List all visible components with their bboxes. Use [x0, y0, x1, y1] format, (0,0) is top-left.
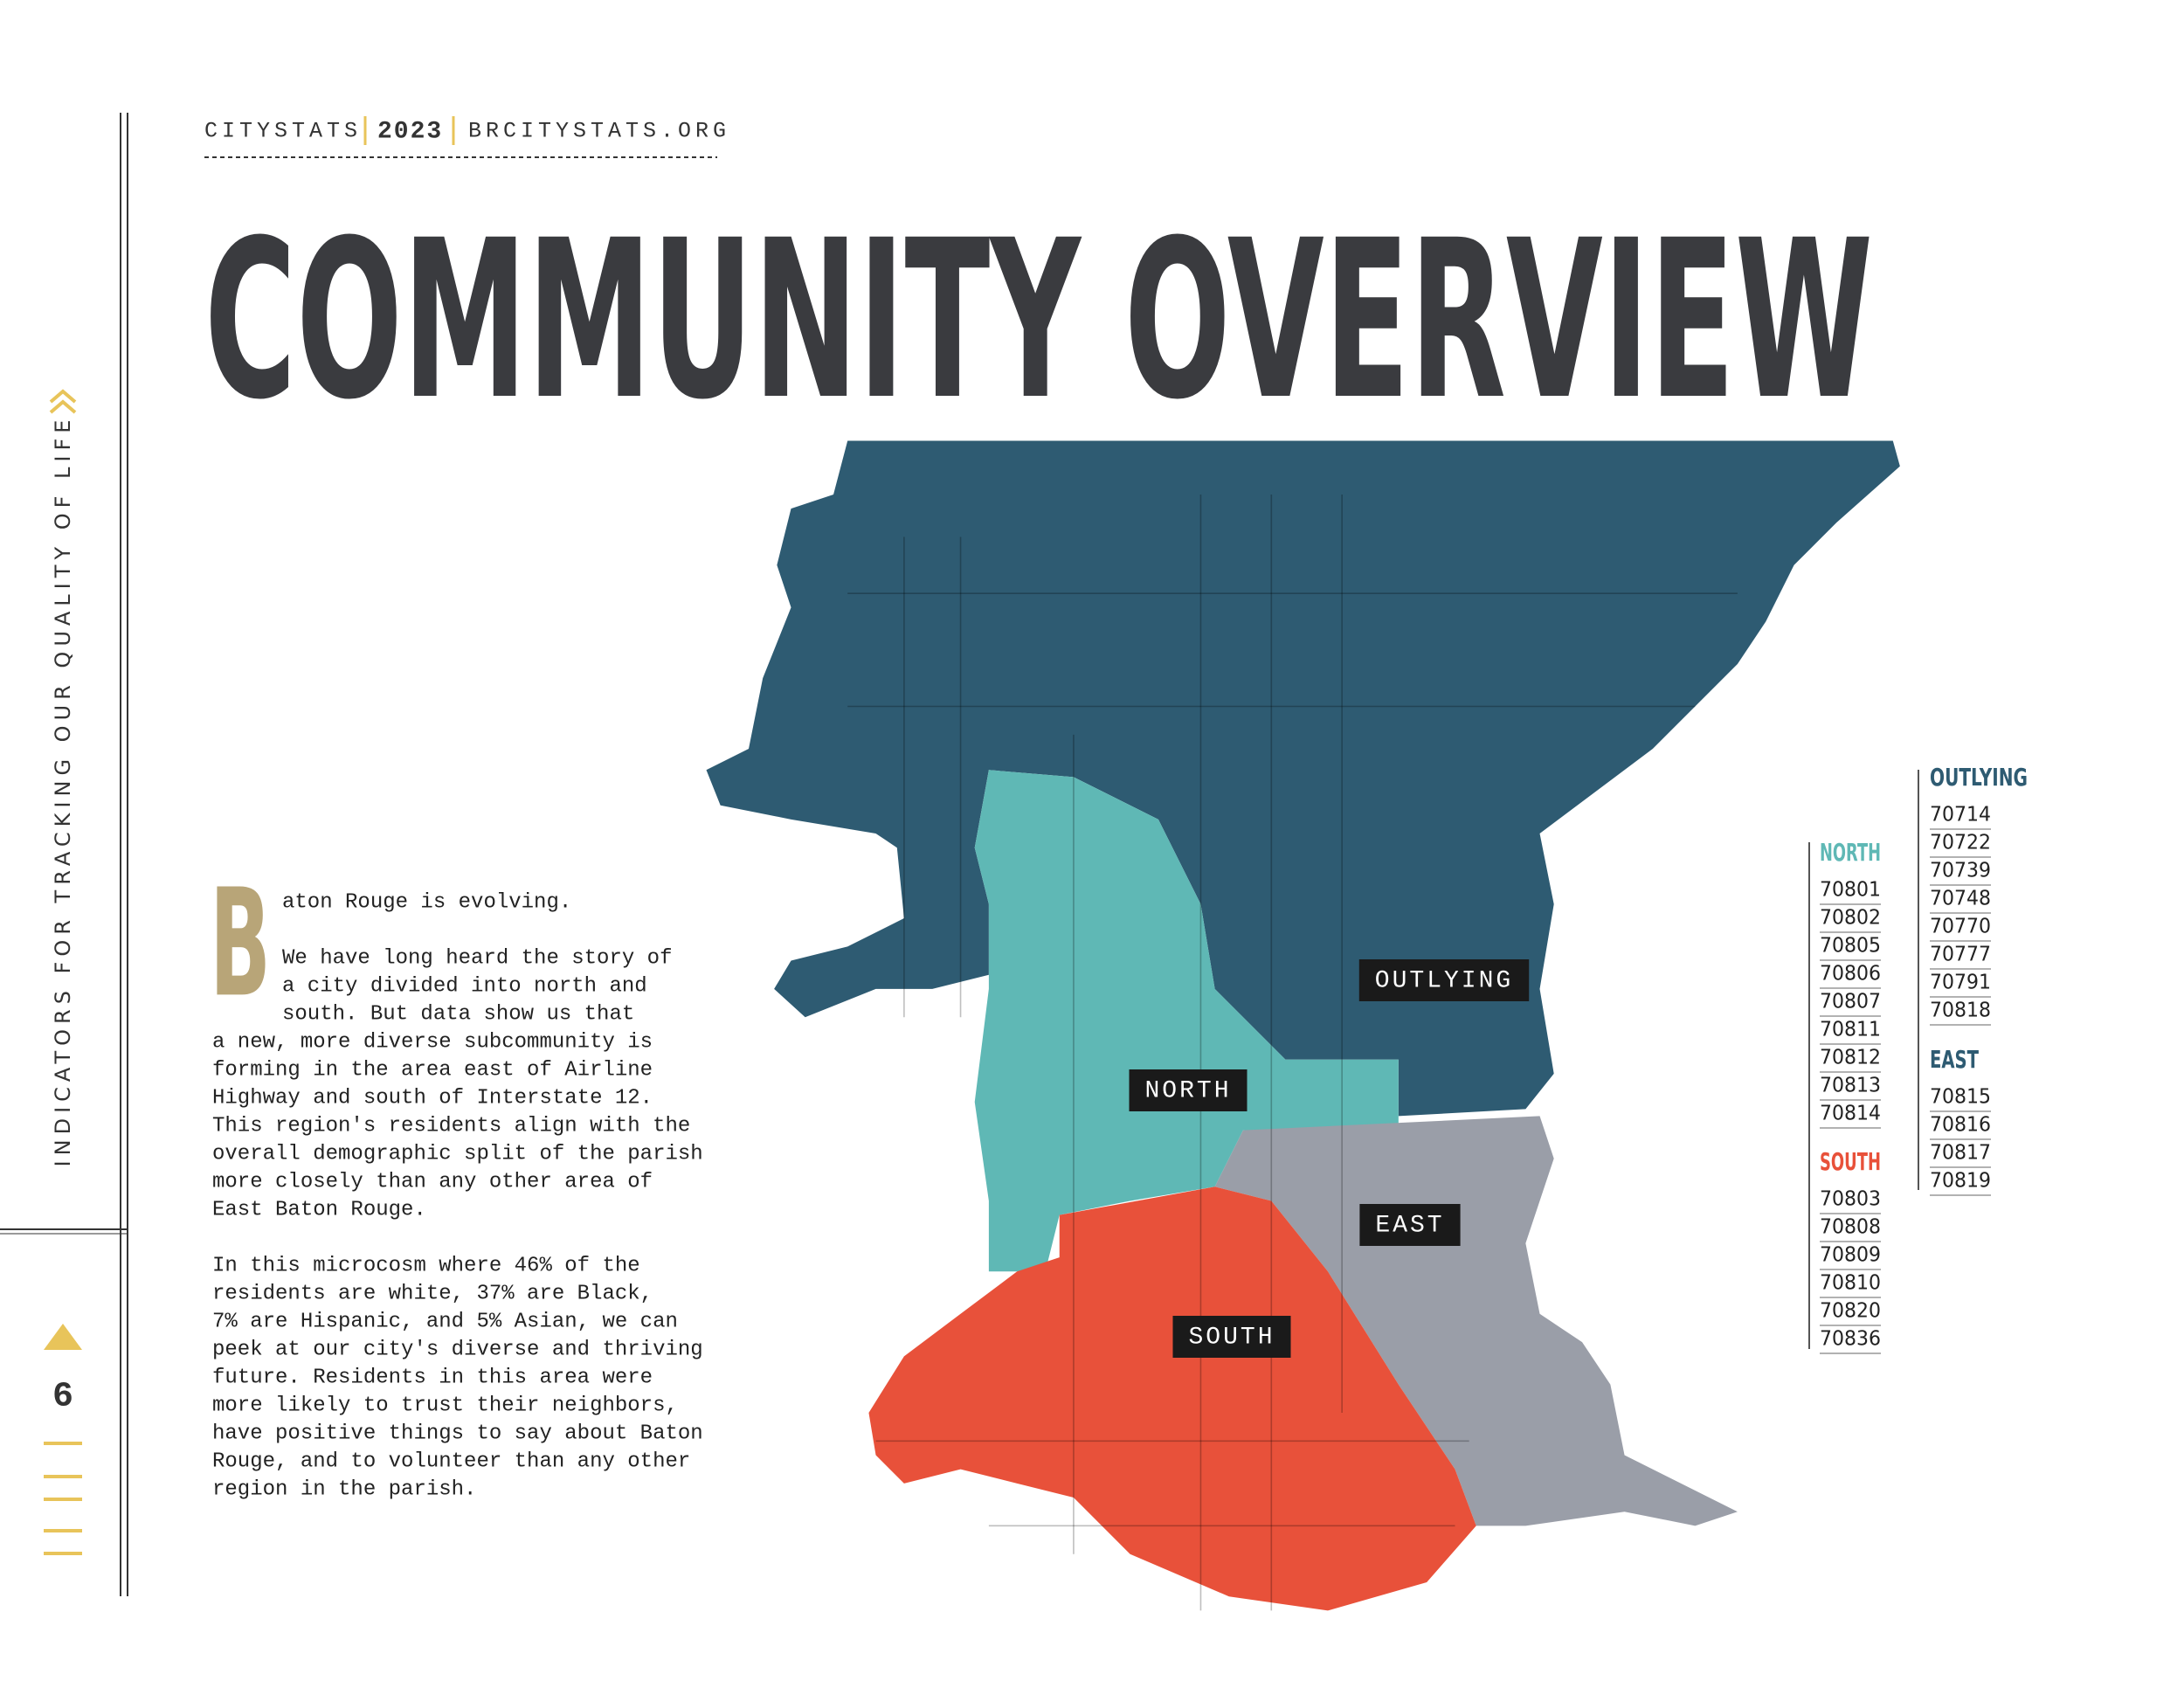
site-name: CITYSTATS — [204, 119, 362, 144]
chevron-icon — [49, 389, 77, 414]
body-line: future. Residents in this area were — [212, 1366, 653, 1389]
zip-code: 70813 — [1820, 1075, 1881, 1097]
zip-code: 70809 — [1820, 1244, 1881, 1267]
map-label: SOUTH — [1188, 1324, 1275, 1351]
zip-code: 70814 — [1820, 1103, 1881, 1125]
zip-code: 70818 — [1930, 1000, 1991, 1022]
zip-code: 70810 — [1820, 1272, 1881, 1295]
map-label-box — [1358, 959, 1530, 1001]
map-texture — [847, 494, 1738, 1611]
region-north — [974, 770, 1399, 1272]
body-line: East Baton Rouge. — [212, 1198, 426, 1221]
dash-marks — [44, 1442, 82, 1555]
zip-code: 70802 — [1820, 907, 1881, 930]
zip-code: 70777 — [1930, 944, 1991, 966]
zip-code: 70811 — [1820, 1019, 1881, 1041]
drop-cap: B — [210, 857, 271, 1030]
body-line: This region's residents align with the — [212, 1114, 690, 1138]
page-title: COMMUNITY OVERVIEW — [204, 193, 1873, 447]
zip-code: 70791 — [1930, 972, 1991, 994]
site-url: BRCITYSTATS.ORG — [468, 119, 730, 144]
zip-code: 70803 — [1820, 1188, 1881, 1211]
zip-code: 70812 — [1820, 1047, 1881, 1069]
body-line: overall demographic split of the parish — [212, 1142, 703, 1166]
region-outlying — [706, 440, 1900, 1117]
zip-code: 70801 — [1820, 879, 1881, 902]
body-line: more likely to trust their neighbors, — [212, 1394, 678, 1417]
triangle-icon — [44, 1324, 82, 1350]
zip-code: 70714 — [1930, 804, 1991, 827]
body-line: aton Rouge is evolving. — [282, 890, 571, 914]
zip-code: 70816 — [1930, 1114, 1991, 1137]
body-line: 7% are Hispanic, and 5% Asian, we can — [212, 1310, 678, 1333]
body-line: more closely than any other area of — [212, 1170, 653, 1193]
map-label: OUTLYING — [1375, 967, 1513, 994]
zip-code: 70820 — [1820, 1300, 1881, 1323]
zip-code: 70808 — [1820, 1216, 1881, 1239]
zip-region: SOUTH — [1820, 1147, 1881, 1176]
body-line: In this microcosm where 46% of the — [212, 1254, 640, 1277]
body-line: have positive things to say about Baton — [212, 1422, 703, 1445]
body-line: peek at our city's diverse and thriving — [212, 1338, 703, 1361]
body-line: residents are white, 37% are Black, — [212, 1282, 653, 1305]
zip-region: EAST — [1930, 1045, 1979, 1074]
body-line: Highway and south of Interstate 12. — [212, 1086, 653, 1110]
map — [706, 440, 1900, 1611]
body-line: south. But data show us that — [282, 1002, 634, 1026]
zip-code: 70836 — [1820, 1328, 1881, 1351]
body-line: Rouge, and to volunteer than any other — [212, 1449, 690, 1473]
body-line: forming in the area east of Airline — [212, 1058, 653, 1082]
zip-code: 70739 — [1930, 860, 1991, 882]
zip-code: 70819 — [1930, 1170, 1991, 1193]
region-east — [1214, 1116, 1738, 1526]
year: 2023 — [377, 118, 443, 145]
zip-code: 70805 — [1820, 935, 1881, 958]
zip-code: 70748 — [1930, 888, 1991, 910]
body-line: region in the parish. — [212, 1477, 476, 1501]
body-line: We have long heard the story of — [282, 946, 672, 970]
zip-region: OUTLYING — [1930, 763, 2028, 792]
zip-code: 70722 — [1930, 832, 1991, 854]
region-south — [868, 1186, 1476, 1611]
page-number: 6 — [52, 1378, 73, 1417]
zip-code: 70806 — [1820, 963, 1881, 986]
zip-code: 70815 — [1930, 1086, 1991, 1109]
zip-code: 70807 — [1820, 991, 1881, 1013]
body-line: a new, more diverse subcommunity is — [212, 1030, 653, 1054]
zip-region: NORTH — [1820, 838, 1881, 867]
map-label-box — [1172, 1316, 1291, 1358]
body-line: a city divided into north and — [282, 974, 647, 998]
tagline: INDICATORS FOR TRACKING OUR QUALITY OF L… — [51, 415, 75, 1167]
map-label-box — [1359, 1204, 1461, 1246]
map-label-box — [1129, 1069, 1248, 1111]
map-label: EAST — [1375, 1212, 1444, 1239]
zip-code: 70817 — [1930, 1142, 1991, 1165]
map-label: NORTH — [1144, 1077, 1231, 1104]
zip-code: 70770 — [1930, 916, 1991, 938]
